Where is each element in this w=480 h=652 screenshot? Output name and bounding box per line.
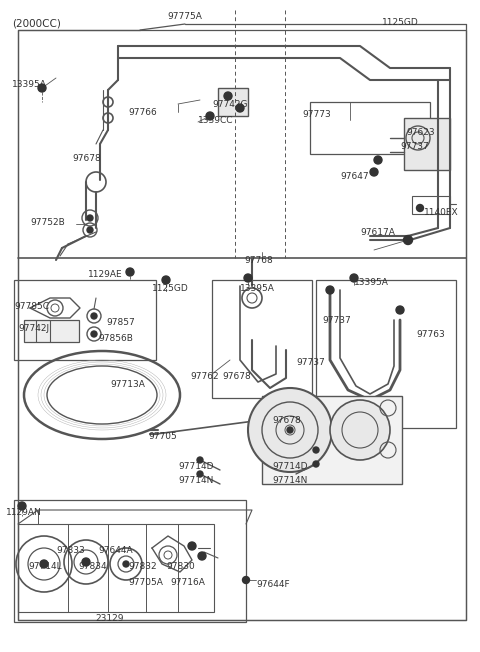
Text: 97775A: 97775A xyxy=(168,12,203,21)
Text: 1125GD: 1125GD xyxy=(152,284,189,293)
Text: 97714N: 97714N xyxy=(178,476,214,485)
Text: 97752B: 97752B xyxy=(30,218,65,227)
Bar xyxy=(218,88,248,116)
Circle shape xyxy=(374,156,382,164)
Text: 97617A: 97617A xyxy=(360,228,395,237)
Text: 97768: 97768 xyxy=(244,256,273,265)
Bar xyxy=(404,118,450,170)
Text: 97832: 97832 xyxy=(128,562,156,571)
Circle shape xyxy=(326,286,334,294)
Text: 97857: 97857 xyxy=(106,318,135,327)
Circle shape xyxy=(236,104,244,112)
Circle shape xyxy=(82,558,90,566)
Circle shape xyxy=(38,84,46,92)
Circle shape xyxy=(313,447,319,453)
Text: 97678: 97678 xyxy=(222,372,251,381)
Text: 97834: 97834 xyxy=(78,562,107,571)
Bar xyxy=(262,396,402,484)
Circle shape xyxy=(197,471,203,477)
Circle shape xyxy=(91,331,97,337)
Text: 97716A: 97716A xyxy=(170,578,205,587)
Text: 97713A: 97713A xyxy=(110,380,145,389)
Text: 97830: 97830 xyxy=(166,562,195,571)
Text: 97714N: 97714N xyxy=(272,476,307,485)
Circle shape xyxy=(370,168,378,176)
Circle shape xyxy=(198,552,206,560)
Circle shape xyxy=(206,112,214,120)
Circle shape xyxy=(248,388,332,472)
Circle shape xyxy=(417,205,423,211)
Text: 97737: 97737 xyxy=(400,142,429,151)
Text: 97742J: 97742J xyxy=(18,324,49,333)
Bar xyxy=(212,280,312,398)
Text: 1339CC: 1339CC xyxy=(198,116,233,125)
Circle shape xyxy=(396,306,404,314)
Bar xyxy=(316,280,456,428)
Circle shape xyxy=(87,227,93,233)
Circle shape xyxy=(330,400,390,460)
Text: 13395A: 13395A xyxy=(12,80,47,89)
Text: 13395A: 13395A xyxy=(240,284,275,293)
Text: 97856B: 97856B xyxy=(98,334,133,343)
Text: 97714L: 97714L xyxy=(28,562,61,571)
Circle shape xyxy=(244,274,252,282)
Text: 97763: 97763 xyxy=(416,330,445,339)
Circle shape xyxy=(224,92,232,100)
Text: 97678: 97678 xyxy=(272,416,301,425)
Text: 97644F: 97644F xyxy=(256,580,289,589)
Circle shape xyxy=(242,576,250,584)
Ellipse shape xyxy=(47,366,157,424)
Circle shape xyxy=(188,542,196,550)
Circle shape xyxy=(162,276,170,284)
Text: 97678: 97678 xyxy=(72,154,101,163)
Text: 23129: 23129 xyxy=(96,614,124,623)
Circle shape xyxy=(350,274,358,282)
Circle shape xyxy=(197,457,203,463)
Circle shape xyxy=(40,560,48,568)
Circle shape xyxy=(18,502,26,510)
Text: 97705A: 97705A xyxy=(128,578,163,587)
Text: 97773: 97773 xyxy=(302,110,331,119)
Text: 97762: 97762 xyxy=(190,372,218,381)
Text: (2000CC): (2000CC) xyxy=(12,18,61,28)
Bar xyxy=(18,524,214,612)
Bar xyxy=(412,196,450,214)
Text: 97647: 97647 xyxy=(340,172,369,181)
Text: 97644A: 97644A xyxy=(98,546,132,555)
Text: 97714D: 97714D xyxy=(272,462,308,471)
Text: 97737: 97737 xyxy=(296,358,325,367)
Circle shape xyxy=(313,461,319,467)
Text: 1129AE: 1129AE xyxy=(88,270,122,279)
Text: 97766: 97766 xyxy=(128,108,157,117)
Text: 97833: 97833 xyxy=(56,546,85,555)
Text: 97742G: 97742G xyxy=(212,100,248,109)
Bar xyxy=(310,102,430,154)
Text: 97714D: 97714D xyxy=(178,462,214,471)
Text: 1140EX: 1140EX xyxy=(424,208,458,217)
Circle shape xyxy=(87,215,93,221)
Text: 1125GD: 1125GD xyxy=(382,18,419,27)
Text: 97623: 97623 xyxy=(406,128,434,137)
Text: 1129AN: 1129AN xyxy=(6,508,42,517)
Text: 13395A: 13395A xyxy=(354,278,389,287)
Text: 97705: 97705 xyxy=(148,432,177,441)
Text: 97785C: 97785C xyxy=(14,302,49,311)
Circle shape xyxy=(404,235,412,244)
Text: 97737: 97737 xyxy=(322,316,351,325)
Bar xyxy=(14,280,156,360)
Circle shape xyxy=(126,268,134,276)
Circle shape xyxy=(91,313,97,319)
Bar xyxy=(14,500,246,622)
Bar xyxy=(24,320,79,342)
Circle shape xyxy=(287,427,293,433)
Circle shape xyxy=(123,561,129,567)
